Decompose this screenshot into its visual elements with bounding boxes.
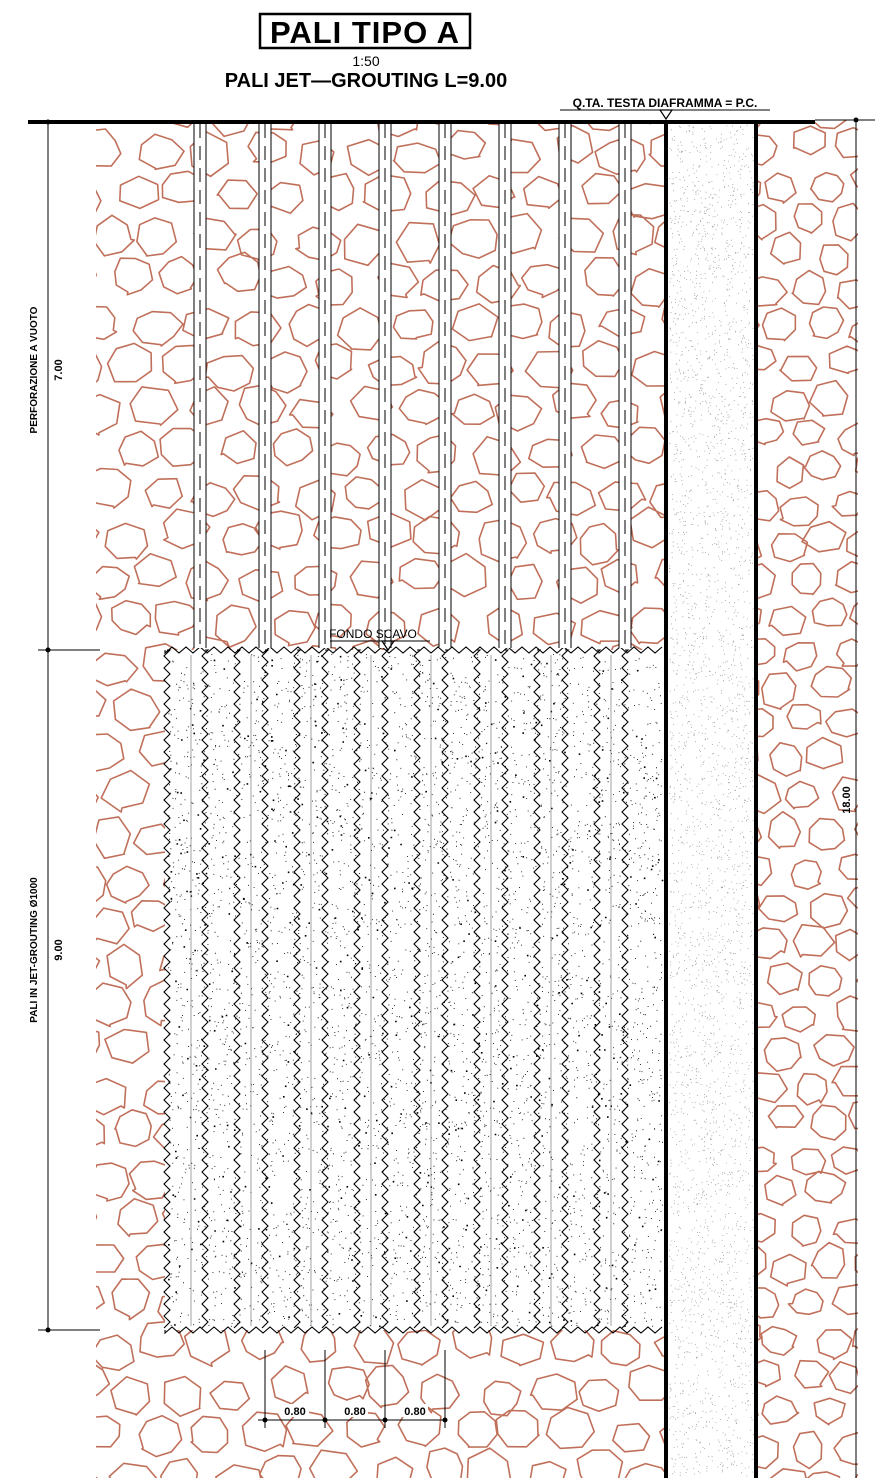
excavation-bottom-marker-icon — [380, 640, 396, 652]
excavation-bottom-label: FONDO SCAVO — [329, 627, 417, 641]
spacing-1: 0.80 — [284, 1406, 305, 1418]
top-level-marker-icon — [658, 109, 674, 121]
total-depth-value: 18.00 — [841, 786, 853, 814]
title-main: PALI TIPO A — [270, 15, 460, 50]
jet-grouting-column-edges — [163, 646, 663, 1335]
empty-drilling-columns — [193, 124, 632, 648]
jet-grouting-value: 9.00 — [53, 939, 65, 960]
spacing-3: 0.80 — [404, 1406, 425, 1418]
jet-grouting-label: PALI IN JET-GROUTING Ø1000 — [29, 877, 40, 1023]
title-scale: 1:50 — [352, 53, 379, 69]
empty-drilling-value: 7.00 — [53, 359, 65, 380]
spacing-dimension — [258, 1350, 448, 1428]
soil-hatch-right — [758, 120, 858, 1478]
diaphragm-wall — [666, 120, 756, 1478]
spacing-2: 0.80 — [344, 1406, 365, 1418]
top-level-label: Q.TA. TESTA DIAFRAMMA = P.C. — [573, 96, 758, 110]
right-dimension — [853, 117, 859, 1478]
left-dimension — [38, 119, 100, 1333]
title-subtitle: PALI JET—GROUTING L=9.00 — [225, 70, 507, 92]
title-box — [258, 12, 472, 50]
empty-drilling-label: PERFORAZIONE A VUOTO — [29, 306, 40, 433]
